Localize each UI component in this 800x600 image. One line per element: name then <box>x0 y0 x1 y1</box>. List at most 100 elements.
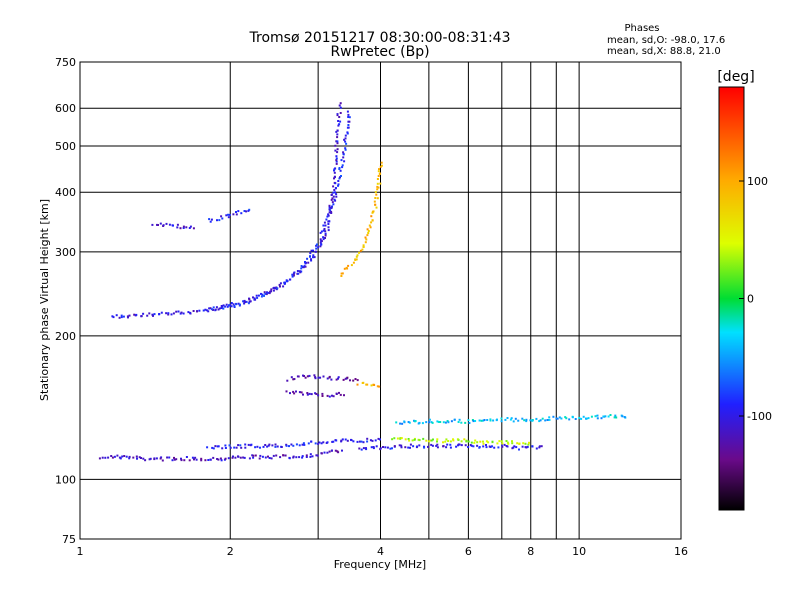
data-point <box>463 438 466 441</box>
data-point <box>418 444 421 447</box>
data-point <box>400 446 403 449</box>
data-point <box>552 415 555 418</box>
data-point <box>235 211 237 213</box>
data-point <box>235 303 238 306</box>
data-point <box>541 417 544 420</box>
data-point <box>195 458 198 461</box>
data-point <box>301 443 304 446</box>
data-point <box>372 446 375 448</box>
data-point <box>328 204 331 207</box>
data-point <box>115 314 118 317</box>
data-point <box>391 447 393 450</box>
data-point <box>291 275 294 278</box>
data-point <box>347 124 350 126</box>
data-point <box>337 180 340 182</box>
data-point <box>314 392 317 395</box>
data-point <box>267 455 269 458</box>
data-point <box>249 300 252 303</box>
data-point <box>310 249 313 252</box>
data-point <box>306 392 309 394</box>
data-point <box>375 193 378 196</box>
data-point <box>330 206 333 209</box>
data-point <box>518 442 521 445</box>
data-point <box>316 243 318 246</box>
data-point <box>151 313 154 316</box>
data-point <box>352 379 355 382</box>
data-point <box>140 315 143 318</box>
data-point <box>324 230 327 233</box>
data-point <box>428 418 431 421</box>
data-point <box>341 166 344 169</box>
data-point <box>136 457 138 460</box>
data-point <box>460 440 463 443</box>
data-point <box>374 191 377 194</box>
data-point <box>498 440 501 443</box>
data-point <box>266 291 268 294</box>
data-point <box>416 445 419 448</box>
data-point <box>340 159 343 162</box>
data-point <box>209 220 212 223</box>
data-point <box>168 456 171 459</box>
data-point <box>288 457 291 460</box>
data-point <box>227 213 229 216</box>
data-point <box>464 444 467 447</box>
data-point <box>138 456 141 459</box>
data-point <box>252 456 255 459</box>
data-point <box>271 444 274 447</box>
data-point <box>515 446 518 449</box>
data-point <box>374 197 377 199</box>
data-point <box>198 309 201 312</box>
data-point <box>328 395 331 398</box>
data-point <box>379 165 382 168</box>
data-point <box>350 264 353 267</box>
data-point <box>525 418 528 421</box>
data-point <box>435 444 438 447</box>
data-point <box>382 446 384 448</box>
data-point <box>211 446 214 449</box>
data-point <box>376 197 379 200</box>
data-point <box>301 455 304 458</box>
data-point <box>231 456 234 459</box>
y-axis-label: Stationary phase Virtual Height [km] <box>38 199 51 401</box>
data-point <box>367 232 370 234</box>
data-point <box>227 457 230 460</box>
data-point <box>237 444 240 447</box>
data-point <box>464 421 467 424</box>
data-point <box>330 193 333 196</box>
data-point <box>322 236 325 239</box>
data-point <box>493 446 496 449</box>
data-point <box>159 457 162 460</box>
data-point <box>343 267 346 270</box>
plot-frame <box>79 61 682 540</box>
chart-subtitle: RwPretec (Bp) <box>330 44 429 60</box>
data-point <box>292 378 295 381</box>
data-point <box>172 224 174 227</box>
data-point <box>527 443 530 446</box>
data-point <box>326 451 329 454</box>
data-point <box>208 218 211 221</box>
data-point <box>375 206 378 209</box>
data-point <box>400 437 403 440</box>
data-point <box>340 175 342 177</box>
data-point <box>345 266 348 269</box>
data-point <box>339 176 341 179</box>
data-point <box>289 392 291 395</box>
data-point <box>347 116 350 118</box>
data-point <box>320 243 323 246</box>
data-point <box>346 132 349 135</box>
data-point <box>456 438 459 441</box>
data-point <box>467 446 470 448</box>
data-point <box>379 172 382 175</box>
data-point <box>264 292 267 295</box>
data-point <box>340 272 343 275</box>
data-point <box>333 177 335 180</box>
data-point <box>267 444 270 447</box>
data-point <box>352 440 355 443</box>
data-point <box>506 445 509 448</box>
data-point <box>285 444 288 447</box>
data-point <box>531 419 534 422</box>
data-point <box>292 390 295 393</box>
data-point <box>210 218 213 221</box>
data-point <box>359 249 362 252</box>
data-point <box>317 376 320 379</box>
